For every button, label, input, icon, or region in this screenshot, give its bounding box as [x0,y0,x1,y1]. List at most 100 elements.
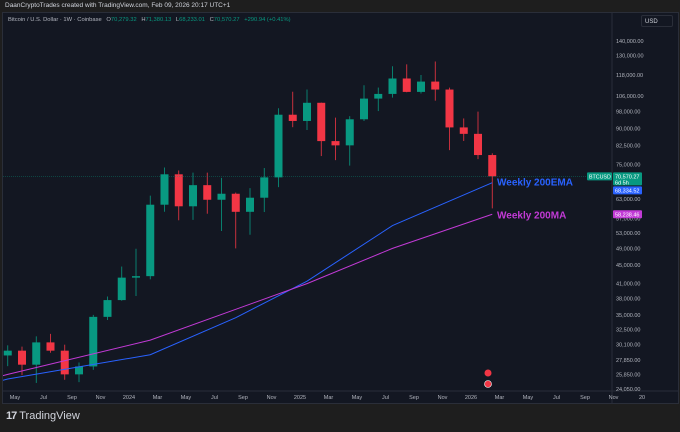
candle-down [474,133,482,156]
candle-up [274,114,283,178]
price-tick-label: 27,850.00 [616,358,640,364]
candle-up [103,300,112,317]
candle-up [32,342,41,365]
time-tick-label: Jul [40,395,47,401]
price-tick-label: 45,000.00 [616,263,640,269]
price-tick-label: 41,000.00 [616,282,640,288]
high-value: 71,380.13 [145,17,172,23]
symbol-tag-bg [587,172,612,181]
earnings-marker-icon [484,380,492,388]
candle-down [431,81,440,90]
candle-up [3,350,12,356]
price-tick-label: 38,000.00 [616,297,640,303]
low-label: L [175,17,180,23]
price-tick-label: 25,850.00 [616,373,640,379]
weekly-200ema-label: Weekly 200EMA [497,178,573,189]
open-value: 70,279.32 [110,17,137,23]
ema-price-tag-text: 68,334.52 [615,188,639,194]
close-value: 70,570.27 [213,17,240,23]
candle-down [288,114,297,121]
time-tick-label: 2025 [294,395,306,401]
price-tick-label: 106,000.00 [616,94,644,100]
price-tick-label: 63,000.00 [616,197,640,203]
event-marker-icon [484,369,492,377]
time-tick-label: Mar [324,395,334,401]
ema-price-tag-bg [613,186,642,195]
tradingview-logo-text: TradingView [19,410,80,422]
last-price-tag-bg [613,172,642,186]
price-tick-label: 98,000.00 [616,109,640,115]
price-tick-label: 82,500.00 [616,143,640,149]
symbol-tag-text: BTCUSD [589,174,611,180]
candle-down [402,78,411,92]
candle-up [374,93,383,99]
candle-down [203,185,212,200]
time-tick-label: Sep [238,395,248,401]
low-value: 68,233.01 [179,17,205,23]
candle-up [132,276,140,278]
time-tick-label: 2024 [123,395,135,401]
candle-up [89,316,98,367]
time-tick-label: Nov [96,395,106,401]
weekly-200ema-line [3,182,493,381]
ma-price-tag-text: 58,238.46 [615,212,639,218]
candle-up [246,197,254,212]
time-tick-label: Sep [409,395,419,401]
time-tick-label: Jul [553,395,560,401]
time-tick-label: Nov [609,395,619,401]
weekly-200ma-line [3,213,493,377]
price-tick-label: 49,000.00 [616,246,640,252]
candle-up [189,185,197,207]
price-tick-label: 75,000.00 [616,162,640,168]
tradingview-footer: 17 TradingView [6,410,80,422]
chart-attribution: DaanCryptoTrades created with TradingVie… [5,2,231,9]
price-tick-label: 24,050.00 [616,387,640,393]
price-tick-label: 57,000.00 [616,217,640,223]
candle-up [75,366,83,375]
time-tick-label: Sep [580,395,590,401]
candle-up [417,81,425,92]
time-tick-label: Jul [382,395,389,401]
candle-down [18,350,26,365]
ma-price-tag-bg [613,210,642,219]
high-label: H [141,17,146,23]
candle-up [160,174,169,205]
price-tick-label: 130,000.00 [616,54,644,60]
time-tick-label: May [181,395,192,401]
candle-up [217,193,226,200]
candle-down [60,350,69,375]
candle-up [388,78,397,94]
candle-up [360,98,368,120]
symbol-title: Bitcoin / U.S. Dollar · 1W · Coinbase [8,17,102,23]
change-value: +290.94 (+0.41%) [244,17,291,23]
price-tick-label: 140,000.00 [616,39,644,45]
time-tick-label: May [523,395,534,401]
price-tick-label: 35,000.00 [616,313,640,319]
candle-up [146,204,155,277]
open-label: O [106,17,111,23]
time-tick-label: 2026 [465,395,477,401]
candle-down [46,342,55,351]
candle-down [174,174,183,207]
candle-up [303,102,311,121]
candle-down [459,127,468,134]
tradingview-logo-icon: 17 [6,410,17,422]
candle-down [331,141,340,146]
price-tick-label: 32,500.00 [616,328,640,334]
candle-down [488,155,497,177]
candle-down [317,102,326,142]
time-tick-label: Mar [153,395,163,401]
last-price-tag-text: 70,570.27 [615,174,639,180]
price-tick-label: 30,100.00 [616,343,640,349]
weekly-200ma-label: Weekly 200MA [497,210,566,221]
time-tick-label: Mar [495,395,505,401]
symbol-legend: Bitcoin / U.S. Dollar · 1W · Coinbase O7… [8,17,291,23]
currency-button[interactable]: USD [641,15,673,27]
candle-up [260,177,269,198]
last-price-tag-text: 6d 5h [615,180,629,186]
time-tick-label: May [10,395,21,401]
candle-up [345,119,354,146]
candle-down [445,89,454,128]
time-tick-label: Nov [267,395,277,401]
